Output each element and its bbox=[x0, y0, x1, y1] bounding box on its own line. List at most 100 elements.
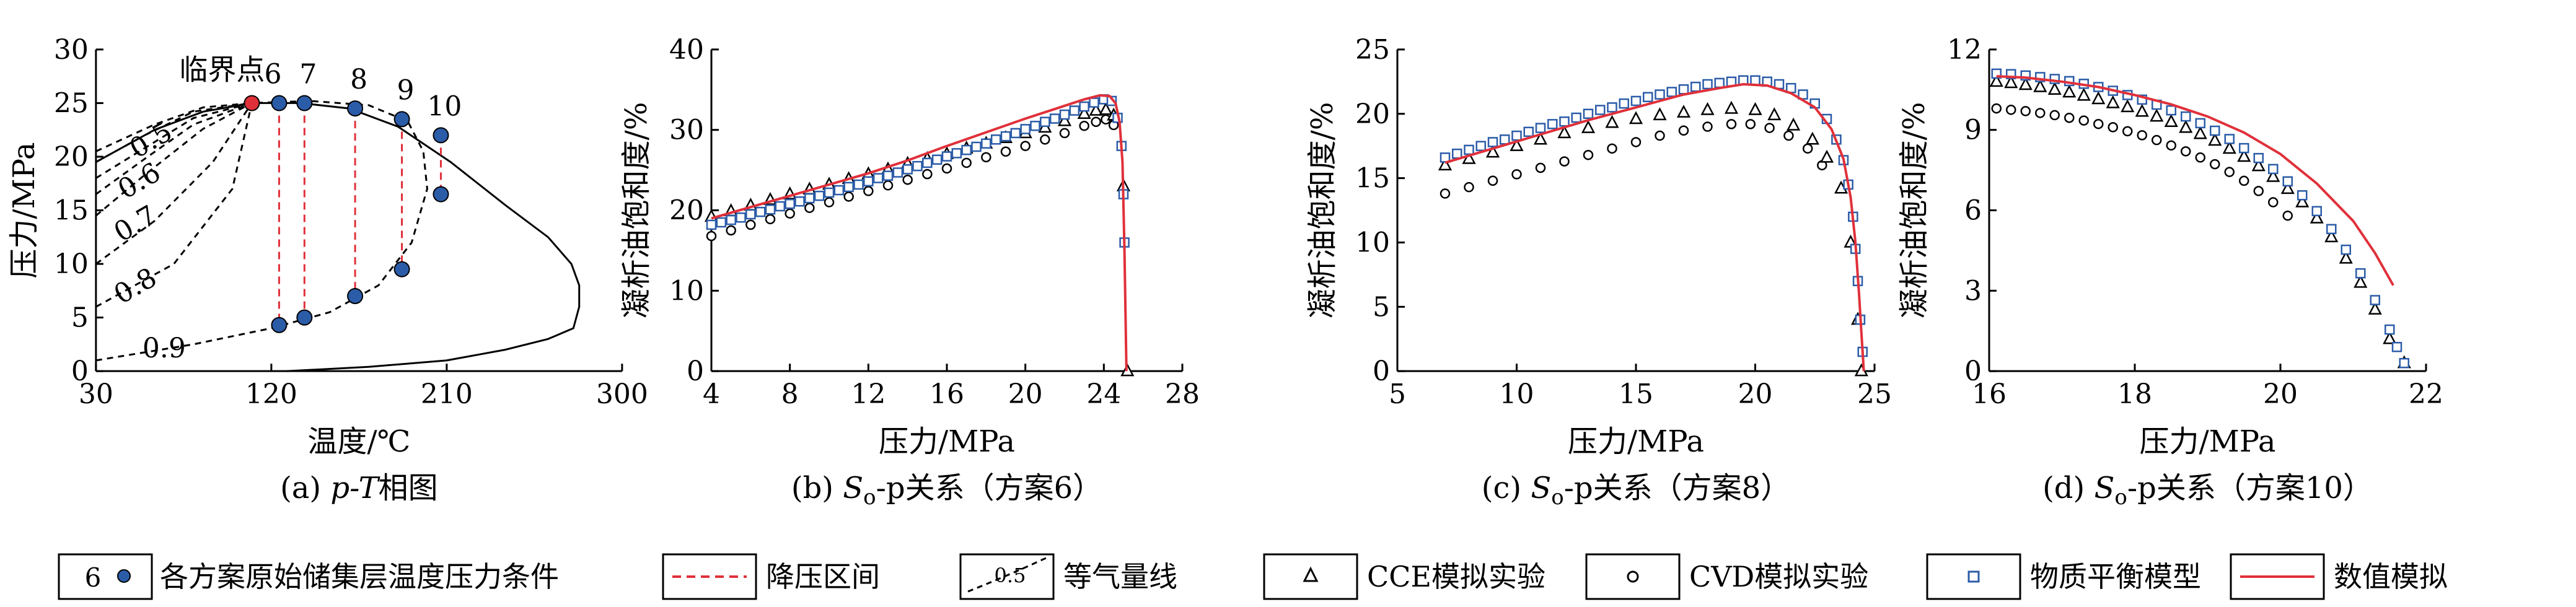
chart1-material-balance-point bbox=[1069, 105, 1080, 116]
chart1-caption-italic: S bbox=[843, 471, 863, 505]
chart2-material-balance-point bbox=[1583, 108, 1594, 119]
chart1-material-balance-point bbox=[1079, 101, 1089, 112]
chart3-cvd-point bbox=[2006, 105, 2016, 115]
chart3-caption-suffix: -p关系（方案10） bbox=[2127, 471, 2373, 505]
chart2-material-balance-point bbox=[1535, 123, 1546, 133]
chart2-caption-italic: S bbox=[1531, 471, 1551, 505]
chart1-material-balance-point bbox=[745, 209, 756, 220]
chart3-cvd-point bbox=[2064, 112, 2075, 123]
chart2-material-balance-point bbox=[1487, 137, 1498, 147]
chart2-cvd-point bbox=[1630, 137, 1642, 147]
chart3-caption-sub: o bbox=[2114, 485, 2127, 510]
chart2-material-balance-point bbox=[1500, 134, 1510, 145]
chart3-cce-point bbox=[2310, 210, 2324, 224]
chart0-y-tick-label: 5 bbox=[71, 302, 89, 334]
chart3-cce-point bbox=[2150, 108, 2164, 122]
chart0-scenario-initial-point bbox=[433, 127, 449, 144]
chart2-material-balance-point bbox=[1690, 81, 1701, 92]
chart1-material-balance-point bbox=[853, 179, 864, 190]
chart0-critical-point-label: 临界点 bbox=[179, 53, 265, 86]
legend-label-quality: 等气量线 bbox=[1063, 560, 1177, 593]
legend-label-material-balance: 物质平衡模型 bbox=[2030, 560, 2201, 593]
chart3-y-tick-label: 12 bbox=[1947, 34, 1982, 66]
legend-label-cvd: CVD模拟实验 bbox=[1689, 560, 1868, 593]
chart0-quality-line bbox=[95, 103, 253, 308]
chart3-cce-point bbox=[2106, 95, 2120, 108]
chart3-x-axis-label: 压力/MPa bbox=[2139, 424, 2275, 459]
chart3-material-balance-point bbox=[2399, 357, 2409, 369]
chart3-cvd-point bbox=[2195, 152, 2205, 163]
legend-label-depressurization: 降压区间 bbox=[766, 560, 880, 593]
chart3-material-balance-point bbox=[2311, 206, 2322, 217]
chart0-y-axis-label: 压力/MPa bbox=[7, 142, 42, 278]
chart1-cce-point bbox=[1099, 102, 1113, 115]
chart3-material-balance-point bbox=[2181, 111, 2191, 122]
chart3-cvd-point bbox=[1991, 103, 2002, 114]
chart0-caption-suffix: 相图 bbox=[379, 471, 438, 505]
chart1-material-balance-point bbox=[922, 157, 933, 168]
chart0-quality-line bbox=[95, 102, 252, 152]
chart0-x-tick-label: 120 bbox=[245, 378, 297, 410]
chart2-y-tick-label: 0 bbox=[1373, 356, 1390, 387]
legend-box-cce bbox=[1263, 553, 1358, 600]
chart1-material-balance-point bbox=[824, 187, 835, 198]
chart3-cce-point bbox=[2339, 250, 2353, 264]
chart2-cce-point bbox=[1581, 120, 1596, 133]
chart3-material-balance-point bbox=[2166, 105, 2176, 116]
chart2-material-balance-point bbox=[1452, 148, 1462, 159]
chart3-cce-point bbox=[1989, 74, 2003, 87]
chart1-material-balance-point bbox=[1089, 97, 1099, 108]
chart1-cvd-point bbox=[981, 152, 991, 163]
chart2-material-balance-point bbox=[1714, 77, 1725, 89]
chart2-cce-point bbox=[1485, 144, 1500, 158]
chart2-cvd-point bbox=[1655, 130, 1665, 141]
chart2-cce-point bbox=[1510, 138, 1524, 151]
chart1-y-tick-label: 0 bbox=[687, 356, 704, 387]
chart3-cce-point bbox=[2077, 87, 2091, 101]
chart1-material-balance-point bbox=[755, 206, 766, 217]
chart0-scenario-end-point bbox=[393, 261, 410, 277]
chart0-caption-prefix: (a) bbox=[280, 471, 330, 505]
chart0-quality-line bbox=[95, 102, 253, 265]
chart2-cce-point bbox=[1748, 102, 1762, 115]
chart3-cvd-point bbox=[2181, 146, 2191, 157]
chart1-x-tick-label: 12 bbox=[851, 378, 886, 410]
chart2-material-balance-point bbox=[1643, 92, 1653, 102]
chart1-cvd-point bbox=[804, 203, 815, 213]
legend-scenario-digit: 6 bbox=[85, 562, 102, 593]
chart1-cvd-point bbox=[1040, 134, 1050, 145]
chart2-cce-point bbox=[1605, 115, 1619, 128]
chart3-material-balance-point bbox=[2268, 164, 2279, 175]
chart2-material-balance-point bbox=[1559, 116, 1570, 127]
chart2-cce-point bbox=[1629, 111, 1643, 124]
chart3-cvd-point bbox=[2035, 108, 2046, 118]
chart1-cvd-point bbox=[765, 214, 776, 225]
chart2-numerical-line bbox=[1444, 82, 1865, 372]
chart1-material-balance-point bbox=[785, 198, 795, 209]
chart0-quality-line bbox=[95, 102, 252, 195]
chart1-caption: (b) So-p关系（方案6） bbox=[791, 471, 1102, 510]
chart1-material-balance-point bbox=[990, 134, 1001, 145]
chart3-cce-point bbox=[2368, 301, 2382, 315]
chart2-x-tick-label: 15 bbox=[1619, 378, 1653, 410]
chart1-material-balance-point bbox=[882, 170, 894, 181]
chart3-cvd-point bbox=[2093, 118, 2104, 129]
chart2-material-balance-point bbox=[1464, 144, 1474, 155]
chart2-y-tick-label: 15 bbox=[1355, 163, 1390, 194]
chart1-material-balance-point bbox=[726, 214, 736, 225]
chart3-material-balance-point bbox=[2326, 224, 2337, 235]
chart2-x-tick-label: 20 bbox=[1738, 378, 1773, 410]
legend-label-scenario: 各方案原始储集层温度压力条件 bbox=[160, 560, 559, 593]
chart2-cce-point bbox=[1805, 131, 1819, 145]
chart0-scenario-label: 9 bbox=[397, 74, 415, 106]
chart1-cvd-point bbox=[863, 186, 874, 196]
chart3-material-balance-point bbox=[2370, 295, 2380, 305]
chart1-cce-point bbox=[1089, 102, 1103, 116]
chart3-cvd-point bbox=[2253, 186, 2264, 196]
chart1-material-balance-point bbox=[863, 176, 874, 187]
chart1-material-balance-point bbox=[1049, 113, 1060, 124]
chart0-y-tick-label: 30 bbox=[54, 34, 89, 66]
chart2-cce-point bbox=[1724, 100, 1739, 114]
chart1-cce-point bbox=[704, 209, 719, 222]
chart3-cvd-point bbox=[2020, 106, 2031, 116]
